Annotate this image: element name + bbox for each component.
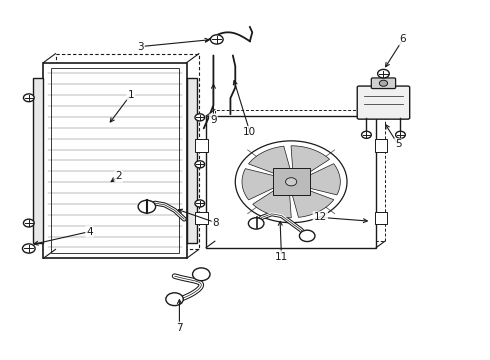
Polygon shape (33, 78, 44, 243)
Polygon shape (195, 212, 208, 224)
Circle shape (299, 230, 315, 242)
Text: 4: 4 (86, 226, 93, 237)
Text: 8: 8 (213, 218, 219, 228)
Polygon shape (187, 78, 197, 243)
Circle shape (195, 161, 205, 168)
Text: 2: 2 (115, 171, 122, 181)
Circle shape (195, 114, 205, 121)
Text: 1: 1 (127, 90, 134, 100)
Circle shape (24, 219, 34, 227)
Text: 7: 7 (176, 323, 183, 333)
Text: 5: 5 (395, 139, 401, 149)
Circle shape (395, 131, 405, 138)
Polygon shape (44, 63, 187, 258)
Polygon shape (375, 139, 388, 152)
Text: 9: 9 (210, 114, 217, 125)
Circle shape (235, 141, 347, 223)
Polygon shape (291, 187, 334, 217)
Text: 10: 10 (244, 127, 256, 137)
Text: 6: 6 (399, 35, 406, 44)
Text: 11: 11 (275, 252, 288, 261)
Circle shape (378, 69, 389, 78)
Circle shape (138, 200, 156, 213)
Circle shape (248, 218, 264, 229)
Polygon shape (242, 168, 280, 200)
Circle shape (362, 131, 371, 138)
FancyBboxPatch shape (357, 86, 410, 119)
Polygon shape (291, 146, 330, 177)
Polygon shape (375, 212, 388, 224)
Circle shape (280, 174, 302, 190)
Circle shape (211, 35, 223, 44)
Polygon shape (253, 186, 291, 218)
Circle shape (193, 268, 210, 281)
Circle shape (166, 293, 183, 306)
Polygon shape (248, 146, 291, 176)
Polygon shape (273, 168, 310, 195)
Circle shape (24, 94, 34, 102)
Circle shape (286, 178, 297, 186)
Text: 12: 12 (314, 212, 327, 222)
Polygon shape (195, 139, 208, 152)
Polygon shape (302, 164, 341, 195)
Circle shape (195, 200, 205, 207)
Circle shape (23, 244, 35, 253)
Circle shape (379, 80, 388, 86)
Text: 3: 3 (137, 41, 144, 51)
FancyBboxPatch shape (371, 78, 395, 89)
Polygon shape (206, 116, 376, 248)
